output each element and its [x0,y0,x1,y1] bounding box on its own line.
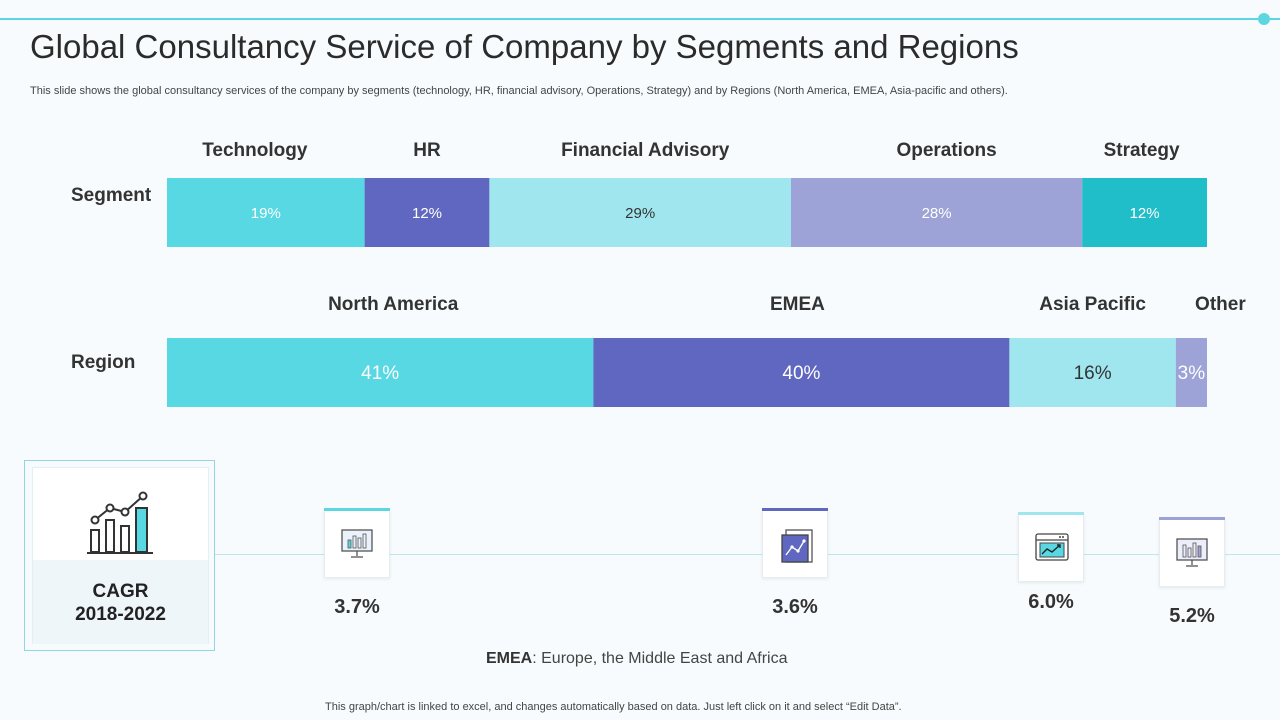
segment-bar-strategy[interactable] [1082,178,1207,247]
segment-row-label: Segment [71,185,152,206]
monitor-chart-icon [341,529,373,558]
segment-bar-technology[interactable] [167,178,365,247]
region-bar-emea[interactable] [593,338,1010,407]
cagr-period: 2018-2022 [75,604,166,625]
cagr-value-3: 6.0% [1028,591,1074,613]
cagr-title: CAGR [92,581,149,602]
cagr-icon-card-4 [1159,517,1225,587]
page-subtitle: This slide shows the global consultancy … [30,85,1008,97]
growth-bar-chart-icon [87,491,153,554]
region-value-label: 16% [1074,363,1112,384]
region-category-label: Asia Pacific [1039,294,1146,315]
segment-category-label: Strategy [1103,140,1180,161]
monitor-chart-icon [1176,538,1208,567]
segment-value-label: 19% [251,205,281,222]
region-category-label: EMEA [769,294,825,315]
region-row-label: Region [71,352,136,373]
cagr-card: CAGR 2018-2022 [24,460,215,651]
cagr-value-4: 5.2% [1169,605,1215,627]
report-chart-icon [781,529,813,563]
region-category-label: North America [328,294,459,315]
region-value-label: 41% [361,363,399,384]
top-rule-dot [1258,13,1270,25]
edit-data-note: This graph/chart is linked to excel, and… [325,701,902,713]
segment-value-label: 29% [625,205,655,222]
segment-bar-hr[interactable] [364,178,490,247]
region-value-label: 40% [782,363,820,384]
cagr-value-1: 3.7% [334,596,380,618]
segment-category-label: Operations [896,140,997,161]
top-rule [0,18,1262,20]
segment-category-label: HR [413,140,441,161]
segment-value-label: 12% [412,205,442,222]
emea-footnote: EMEA: Europe, the Middle East and Africa [486,650,788,668]
segment-bar-financial-advisory[interactable] [489,178,791,247]
cagr-value-2: 3.6% [772,596,818,618]
cagr-icon-card-3 [1018,512,1084,582]
segment-value-label: 12% [1130,205,1160,222]
top-rule-tail [1270,18,1280,20]
region-bar-asia-pacific[interactable] [1009,338,1176,407]
cagr-icon-card-1 [324,508,390,578]
segment-bar-operations[interactable] [791,178,1083,247]
emea-footnote-term: EMEA [486,650,533,667]
segment-value-label: 28% [922,205,952,222]
region-category-label: Other [1195,294,1246,315]
region-value-label: 3% [1178,363,1206,384]
region-bar-other[interactable] [1175,338,1207,407]
page-title: Global Consultancy Service of Company by… [30,28,1019,65]
region-bar-north-america[interactable] [167,338,594,407]
emea-footnote-text: : Europe, the Middle East and Africa [532,650,788,667]
segment-category-label: Technology [202,140,308,161]
timeline-line [215,554,1280,555]
cagr-icon-card-2 [762,508,828,578]
browser-trend-icon [1035,533,1069,561]
segment-category-label: Financial Advisory [561,140,730,161]
